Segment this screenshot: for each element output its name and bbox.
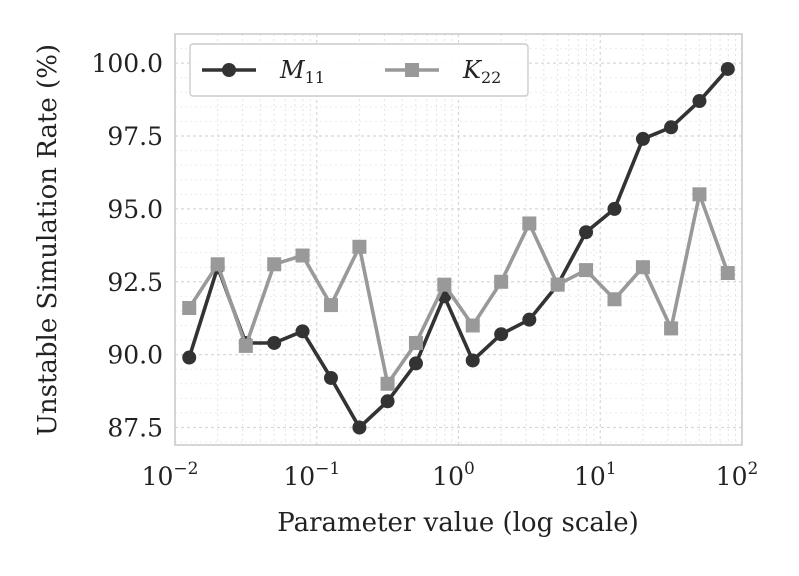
y-tick-label: 97.5 xyxy=(107,122,163,151)
data-point xyxy=(579,225,594,240)
data-point xyxy=(323,370,338,385)
data-point xyxy=(352,239,367,254)
data-point xyxy=(522,216,537,231)
legend: M11 K22 xyxy=(189,43,529,97)
plot-frame xyxy=(174,33,743,446)
y-tick-label: 95.0 xyxy=(107,195,163,224)
data-point xyxy=(437,277,452,292)
data-point xyxy=(323,298,338,313)
legend-marker xyxy=(405,63,419,77)
data-point xyxy=(267,335,282,350)
data-point xyxy=(692,187,707,202)
data-point xyxy=(720,266,735,281)
x-tick-label: 101 xyxy=(574,459,617,491)
data-point xyxy=(408,356,423,371)
series-layer xyxy=(182,61,735,435)
data-point xyxy=(182,350,197,365)
legend-label: M11 xyxy=(279,56,325,87)
data-point xyxy=(295,324,310,339)
y-tick-label: 87.5 xyxy=(107,414,163,443)
data-point xyxy=(238,338,253,353)
series-line-M11 xyxy=(187,67,730,430)
data-point xyxy=(494,327,509,342)
x-tick-label: 102 xyxy=(716,459,759,491)
data-point xyxy=(664,321,679,336)
legend-label: K22 xyxy=(462,56,501,87)
data-point xyxy=(267,257,282,272)
data-point xyxy=(465,318,480,333)
data-point xyxy=(380,394,395,409)
x-axis-label: Parameter value (log scale) xyxy=(277,508,639,538)
y-tick-label: 92.5 xyxy=(107,268,163,297)
legend-marker xyxy=(222,63,236,77)
data-point xyxy=(720,61,735,76)
data-point xyxy=(494,274,509,289)
data-point xyxy=(635,131,650,146)
y-axis-label: Unstable Simulation Rate (%) xyxy=(33,44,63,436)
data-point xyxy=(352,420,367,435)
legend-box xyxy=(189,43,529,97)
data-point xyxy=(408,335,423,350)
tick-labels: 87.5 90.0 92.5 95.0 97.5 100.0 10−2 10−1 100 101 1… xyxy=(91,49,758,491)
data-point xyxy=(635,260,650,275)
data-point xyxy=(295,248,310,263)
data-point xyxy=(182,301,197,315)
data-point xyxy=(522,312,537,327)
x-tick-label: 100 xyxy=(432,459,475,491)
data-point xyxy=(607,201,622,216)
y-tick-label: 100.0 xyxy=(91,49,163,78)
y-tick-label: 90.0 xyxy=(107,341,163,370)
data-point xyxy=(550,277,565,292)
data-point xyxy=(607,292,622,307)
data-point xyxy=(664,120,679,135)
data-point xyxy=(465,353,480,368)
data-point xyxy=(380,376,395,391)
x-tick-label: 10−1 xyxy=(283,459,340,491)
data-point xyxy=(692,94,707,109)
data-point xyxy=(579,263,594,278)
x-tick-label: 10−2 xyxy=(142,459,199,491)
data-point xyxy=(210,257,225,272)
